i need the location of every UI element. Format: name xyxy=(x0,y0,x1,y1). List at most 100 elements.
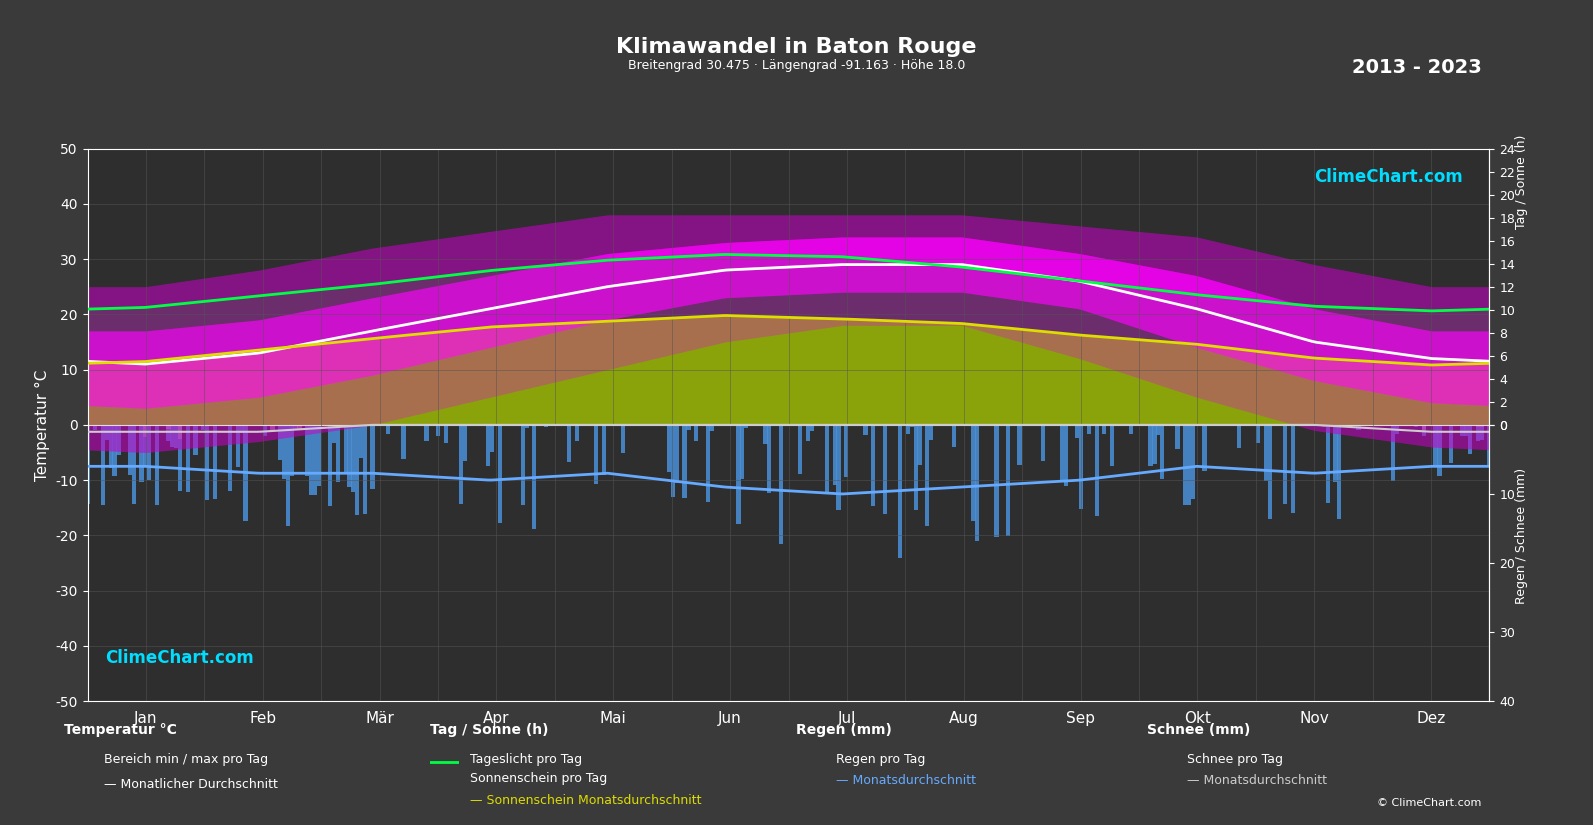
Text: Bereich min / max pro Tag: Bereich min / max pro Tag xyxy=(104,753,268,766)
Bar xyxy=(667,425,671,472)
Bar xyxy=(205,425,209,501)
Bar xyxy=(127,425,132,475)
Bar xyxy=(201,425,205,430)
Bar xyxy=(1160,425,1164,478)
Bar xyxy=(1005,425,1010,536)
Bar xyxy=(621,425,624,453)
Bar xyxy=(836,425,841,510)
Text: ClimeChart.com: ClimeChart.com xyxy=(1314,167,1462,186)
Text: Tag / Sonne (h): Tag / Sonne (h) xyxy=(1515,134,1528,229)
Text: Sonnenschein pro Tag: Sonnenschein pro Tag xyxy=(470,772,607,785)
Bar xyxy=(174,425,178,448)
Text: — Monatlicher Durchschnitt: — Monatlicher Durchschnitt xyxy=(104,778,277,791)
Bar xyxy=(147,425,151,480)
Bar xyxy=(825,425,830,493)
Bar xyxy=(331,425,336,443)
Bar xyxy=(682,425,687,498)
Bar xyxy=(994,425,999,537)
Bar xyxy=(166,425,170,441)
Bar xyxy=(212,425,217,499)
Bar xyxy=(1238,425,1241,448)
Text: — Sonnenschein Monatsdurchschnitt: — Sonnenschein Monatsdurchschnitt xyxy=(470,794,701,808)
Bar xyxy=(910,425,914,427)
Bar xyxy=(768,425,771,493)
Bar xyxy=(228,425,233,491)
Bar xyxy=(459,425,464,503)
Bar xyxy=(225,425,228,427)
Bar xyxy=(1356,425,1360,431)
Text: © ClimeChart.com: © ClimeChart.com xyxy=(1376,799,1481,808)
Bar xyxy=(1149,425,1153,466)
Bar xyxy=(575,425,578,441)
Bar xyxy=(1434,425,1437,468)
Y-axis label: Temperatur °C: Temperatur °C xyxy=(35,370,49,480)
Bar xyxy=(953,425,956,447)
Text: Schnee (mm): Schnee (mm) xyxy=(1147,724,1251,738)
Bar xyxy=(543,425,548,427)
Bar xyxy=(741,425,744,479)
Bar xyxy=(898,425,902,558)
Bar xyxy=(1010,425,1015,427)
Bar xyxy=(293,425,298,429)
Bar xyxy=(1325,425,1330,503)
Bar xyxy=(143,425,148,437)
Bar xyxy=(105,425,108,440)
Bar xyxy=(1423,425,1426,430)
Text: Breitengrad 30.475 · Längengrad -91.163 · Höhe 18.0: Breitengrad 30.475 · Längengrad -91.163 … xyxy=(628,59,965,73)
Bar xyxy=(371,425,374,488)
Bar xyxy=(1257,425,1260,443)
Bar xyxy=(298,425,301,429)
Bar xyxy=(1333,425,1338,483)
Bar xyxy=(926,425,929,526)
Bar xyxy=(309,425,314,494)
Bar xyxy=(918,425,922,464)
Bar xyxy=(285,425,290,526)
Bar xyxy=(1203,425,1206,471)
Text: Tag / Sonne (h): Tag / Sonne (h) xyxy=(430,724,548,738)
Bar xyxy=(271,425,274,432)
Bar xyxy=(193,425,198,455)
Bar xyxy=(1475,425,1480,427)
Bar xyxy=(1110,425,1114,466)
Bar xyxy=(244,425,247,521)
Bar xyxy=(108,425,113,469)
Bar xyxy=(1184,425,1187,505)
Bar xyxy=(863,425,868,435)
Bar xyxy=(86,425,89,504)
Bar xyxy=(524,425,529,427)
Bar xyxy=(779,425,782,544)
Bar xyxy=(1059,425,1064,479)
Bar xyxy=(363,425,366,514)
Text: Regen / Schnee (mm): Regen / Schnee (mm) xyxy=(1515,469,1528,604)
Bar xyxy=(1464,425,1469,436)
Text: Klimawandel in Baton Rouge: Klimawandel in Baton Rouge xyxy=(616,37,977,57)
Bar xyxy=(1423,425,1426,436)
Bar xyxy=(1469,425,1472,454)
Bar xyxy=(140,425,143,482)
Bar xyxy=(736,425,741,524)
Bar xyxy=(1480,425,1483,427)
Bar xyxy=(491,425,494,452)
Text: Schnee pro Tag: Schnee pro Tag xyxy=(1187,753,1282,766)
Bar xyxy=(263,425,268,436)
Bar xyxy=(336,425,339,482)
Bar xyxy=(1475,425,1480,441)
Bar xyxy=(132,425,135,503)
Bar xyxy=(806,425,809,441)
Bar xyxy=(671,425,675,497)
Bar xyxy=(312,425,317,495)
Bar xyxy=(236,425,241,468)
Bar xyxy=(833,425,836,485)
Bar xyxy=(155,425,159,505)
Bar xyxy=(1391,425,1395,481)
Bar xyxy=(706,425,710,502)
Bar xyxy=(844,425,849,477)
Bar xyxy=(1192,425,1195,499)
Bar xyxy=(1461,425,1464,436)
Bar xyxy=(975,425,980,540)
Bar xyxy=(386,425,390,434)
Bar xyxy=(279,425,282,460)
Bar xyxy=(401,425,406,459)
Bar xyxy=(486,425,491,465)
Bar xyxy=(350,425,355,492)
